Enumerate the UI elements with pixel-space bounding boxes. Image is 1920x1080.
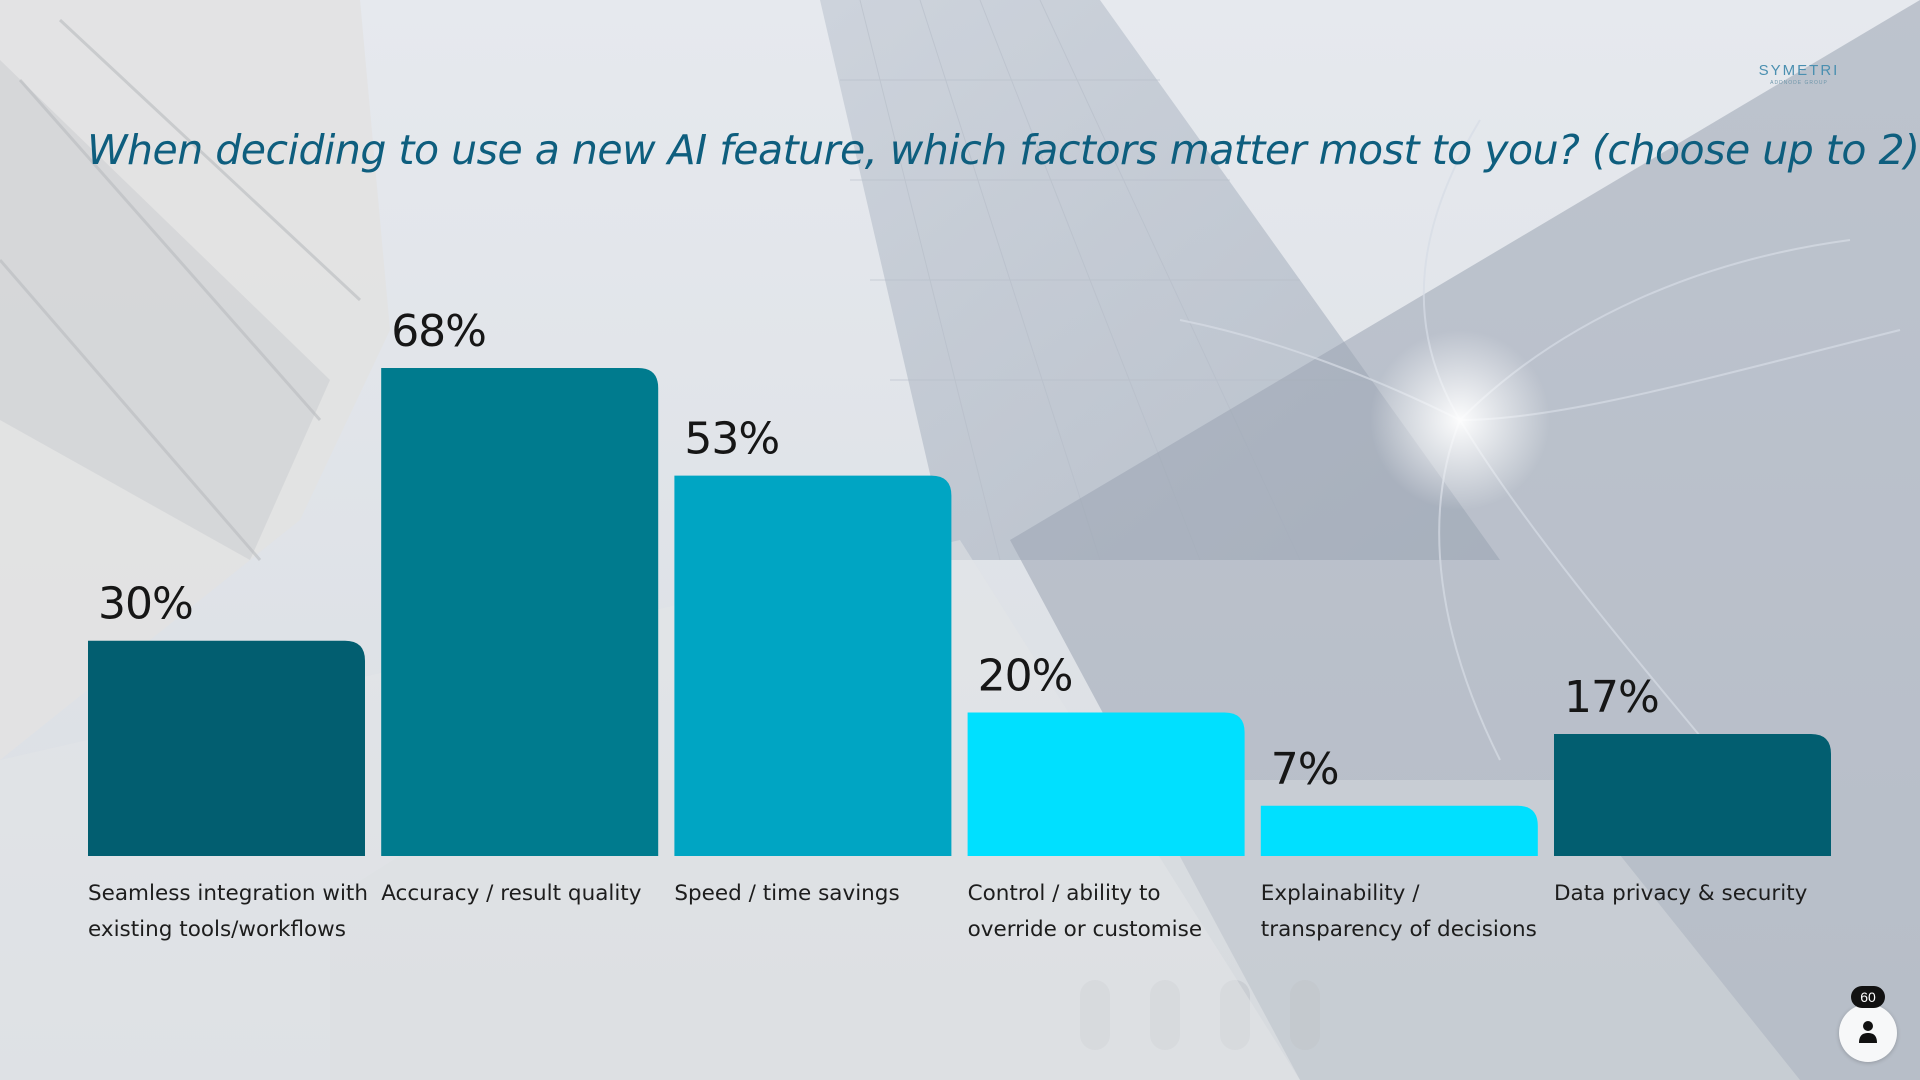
value-label: 20% [978, 650, 1073, 701]
category-label-line: existing tools/workflows [88, 917, 346, 942]
bar [381, 368, 659, 856]
value-label: 17% [1564, 672, 1659, 723]
bar [88, 640, 365, 856]
category-label: Seamless integration with existing tools/… [88, 876, 378, 948]
bar [1554, 734, 1831, 856]
logo-wordmark: SYMETRI [1758, 62, 1840, 79]
participant-count-badge: 60 [1851, 986, 1885, 1008]
person-icon [1859, 1021, 1877, 1043]
category-label-line: Explainability / [1260, 881, 1420, 906]
value-label: 7% [1271, 744, 1339, 795]
participant-counter[interactable]: 60 [1839, 986, 1897, 1062]
value-label: 53% [684, 414, 779, 465]
category-label: Data privacy & security [1554, 876, 1844, 912]
company-logo: SYMETRI ADDNODE GROUP [1724, 62, 1874, 86]
category-label-line: transparency of decisions [1260, 917, 1537, 942]
category-label: Accuracy / result quality [381, 876, 671, 912]
category-label-line: Accuracy / result quality [381, 881, 642, 906]
category-label-line: Data privacy & security [1554, 881, 1808, 906]
category-label-line: Speed / time savings [674, 881, 900, 906]
category-label: Control / ability to override or customis… [968, 876, 1258, 948]
category-label-line: Control / ability to [967, 881, 1161, 906]
category-label-line: override or customise [967, 917, 1203, 942]
category-label: Explainability / transparency of decision… [1261, 876, 1551, 948]
bar [1260, 805, 1538, 856]
value-label: 30% [98, 579, 193, 630]
bar [674, 475, 952, 856]
logo-tagline: ADDNODE GROUP [1770, 80, 1828, 86]
category-label-line: Seamless integration with [88, 881, 368, 906]
bar [967, 712, 1245, 856]
value-label: 68% [391, 306, 486, 357]
category-label: Speed / time savings [674, 876, 964, 912]
slide-title: When deciding to use a new AI feature, w… [87, 126, 1920, 174]
